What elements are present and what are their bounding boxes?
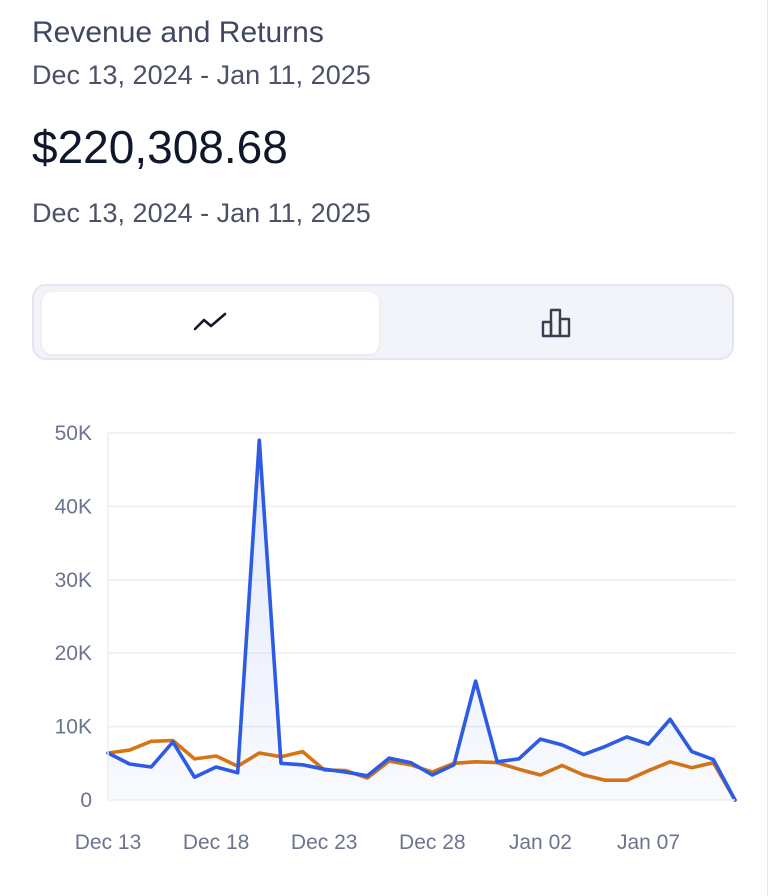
- x-tick-label: Dec 28: [399, 831, 466, 854]
- line-chart-toggle-button[interactable]: [42, 292, 379, 354]
- y-tick-label: 20K: [55, 642, 92, 665]
- series-area-fill: [108, 440, 735, 800]
- bar-chart-toggle-button[interactable]: [389, 292, 726, 354]
- line-chart-icon: [193, 312, 226, 331]
- total-amount: $220,308.68: [32, 121, 288, 173]
- y-tick-label: 50K: [55, 422, 92, 445]
- x-tick-label: Jan 02: [509, 831, 572, 854]
- date-subtitle: Dec 13, 2024 - Jan 11, 2025: [32, 60, 371, 90]
- revenue-returns-line-chart: 0 10K 20K 30K 40K 50K Dec 13 Dec 18 Dec 23 Dec 28…: [55, 422, 737, 854]
- y-tick-label: 30K: [55, 569, 92, 592]
- y-tick-label: 10K: [55, 716, 92, 739]
- x-tick-label: Jan 07: [617, 831, 680, 854]
- chart-type-toggle: [32, 284, 734, 360]
- bar-chart-icon: [541, 308, 570, 338]
- y-tick-label: 40K: [55, 495, 92, 518]
- x-tick-label: Dec 23: [291, 831, 358, 854]
- x-tick-label: Dec 18: [183, 831, 250, 854]
- y-tick-label: 0: [80, 789, 92, 812]
- revenue-series-line: [106, 438, 737, 802]
- date-range: Dec 13, 2024 - Jan 11, 2025: [32, 198, 371, 228]
- x-tick-label: Dec 13: [75, 831, 142, 854]
- card-title: Revenue and Returns: [32, 16, 324, 49]
